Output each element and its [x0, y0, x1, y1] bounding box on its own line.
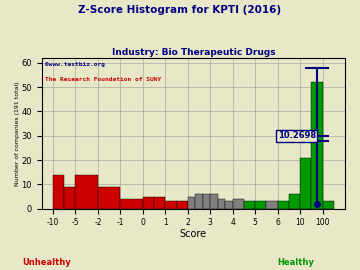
Text: Healthy: Healthy — [277, 258, 314, 267]
Bar — [278, 201, 289, 209]
Bar — [176, 201, 188, 209]
Bar — [76, 175, 98, 209]
X-axis label: Score: Score — [180, 229, 207, 239]
Bar — [53, 175, 64, 209]
Bar — [120, 199, 143, 209]
Text: 10.2698: 10.2698 — [278, 131, 316, 140]
Text: ©www.textbiz.org: ©www.textbiz.org — [45, 62, 105, 68]
Text: The Research Foundation of SUNY: The Research Foundation of SUNY — [45, 77, 161, 82]
Bar — [154, 197, 165, 209]
Bar — [218, 199, 225, 209]
Bar — [255, 201, 266, 209]
Bar — [195, 194, 203, 209]
Bar — [64, 187, 76, 209]
Text: Z-Score Histogram for KPTI (2016): Z-Score Histogram for KPTI (2016) — [78, 5, 282, 15]
Bar — [311, 82, 323, 209]
Title: Industry: Bio Therapeutic Drugs: Industry: Bio Therapeutic Drugs — [112, 48, 275, 57]
Bar — [300, 158, 311, 209]
Bar — [203, 194, 210, 209]
Text: Unhealthy: Unhealthy — [22, 258, 71, 267]
Y-axis label: Number of companies (191 total): Number of companies (191 total) — [15, 81, 20, 185]
Bar — [210, 194, 218, 209]
Bar — [98, 187, 120, 209]
Bar — [143, 197, 154, 209]
Bar — [323, 201, 334, 209]
Bar — [266, 201, 278, 209]
Bar — [244, 201, 255, 209]
Bar — [188, 197, 195, 209]
Bar — [165, 201, 176, 209]
Bar — [225, 201, 233, 209]
Bar — [289, 194, 300, 209]
Bar — [233, 199, 244, 209]
